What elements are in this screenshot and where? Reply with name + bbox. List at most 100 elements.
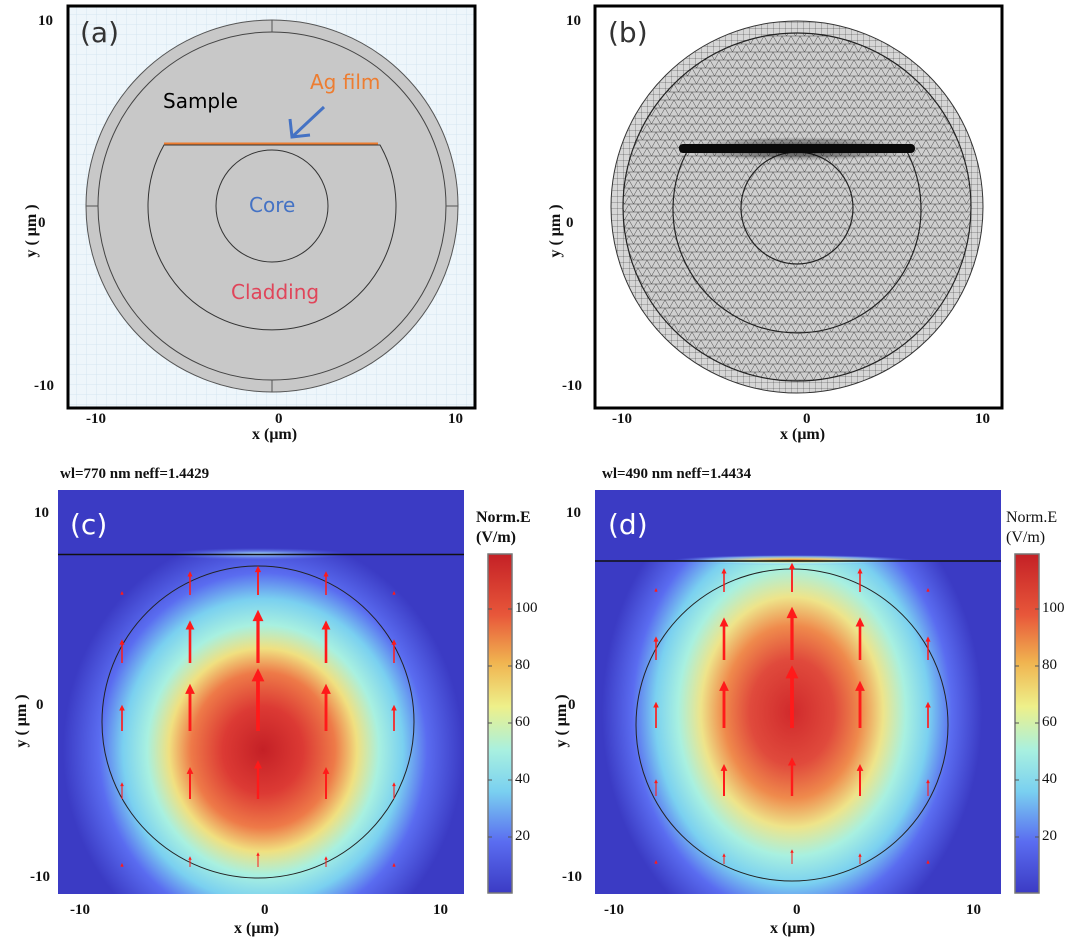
field-arrow: [926, 779, 930, 796]
panel-c-colorbar-tick: 80: [515, 657, 530, 673]
panel-c-xtick: -10: [70, 902, 90, 918]
panel-d-colorbar: [1014, 553, 1040, 894]
field-arrow: [185, 620, 195, 663]
field-arrow: [722, 853, 726, 864]
panel-c-ytick: 10: [34, 505, 49, 521]
field-arrow: [856, 763, 864, 796]
field-arrow: [251, 668, 265, 731]
field-arrow: [254, 565, 262, 595]
panel-a-plot: [66, 4, 477, 410]
field-arrow: [322, 766, 330, 799]
panel-d-colorbar-tick: 40: [1042, 771, 1057, 787]
field-arrow: [925, 636, 931, 660]
panel-b-ytick: 0: [566, 215, 574, 231]
field-arrow: [857, 568, 863, 592]
field-arrow: [391, 639, 397, 663]
field-arrow: [785, 665, 799, 728]
panel-d-xtick: -10: [604, 902, 624, 918]
panel-c-xlabel: x (μm): [234, 920, 280, 937]
panel-c-ytick: -10: [30, 869, 50, 885]
panel-c-colorbar: [487, 553, 513, 894]
panel-d-letter: (d): [608, 508, 648, 541]
panel-d-surface-glow: [673, 555, 913, 565]
panel-d-xtick: 0: [793, 902, 801, 918]
panel-b-plot: [593, 4, 1004, 410]
panel-a-label-sample: Sample: [163, 89, 238, 113]
panel-c-colorbar-unit: (V/m): [476, 529, 516, 546]
panel-b-xtick: 10: [975, 411, 990, 427]
panel-a-label-core: Core: [249, 193, 296, 217]
field-arrow: [719, 680, 729, 728]
field-arrow: [790, 849, 794, 864]
field-arrow: [119, 704, 125, 731]
field-arrow: [324, 856, 328, 867]
panel-b-mesh-cladding: [672, 147, 922, 334]
field-arrow: [654, 779, 658, 796]
panel-d-arrows: [653, 562, 931, 864]
panel-a-core-boundary: [215, 149, 329, 263]
panel-c-field-plot: [58, 490, 464, 894]
panel-c-xtick: 10: [433, 902, 448, 918]
panel-b-ylabel: y ( μm ): [547, 204, 564, 258]
panel-d-ytick: 10: [566, 505, 581, 521]
panel-d-ytick: 0: [568, 697, 576, 713]
field-arrow: [392, 863, 396, 867]
field-arrow: [858, 853, 862, 864]
panel-b-ytick: 10: [566, 13, 581, 29]
panel-a-xtick: 10: [448, 411, 463, 427]
field-arrow: [654, 588, 658, 592]
field-arrow: [120, 782, 124, 799]
panel-b-xtick: -10: [612, 411, 632, 427]
field-arrow: [392, 782, 396, 799]
panel-d-colorbar-unit: (V/m): [1006, 529, 1046, 546]
panel-d-ylabel: y ( μm ): [553, 694, 570, 748]
panel-c-letter: (c): [70, 508, 108, 541]
field-arrow: [188, 856, 192, 867]
panel-b-frame: [593, 4, 1004, 410]
field-arrow: [926, 860, 930, 864]
panel-c-colorbar-tick: 60: [515, 714, 530, 730]
field-arrow: [855, 617, 865, 660]
field-arrow: [321, 683, 331, 731]
field-arrow: [786, 606, 798, 660]
field-arrow: [119, 639, 125, 663]
field-arrow: [653, 636, 659, 660]
panel-c-xtick: 0: [261, 902, 269, 918]
panel-a-ytick: 0: [38, 215, 46, 231]
field-arrow: [721, 568, 727, 592]
field-arrow: [253, 760, 263, 799]
panel-c-ytick: 0: [36, 697, 44, 713]
panel-d-xtick: 10: [966, 902, 981, 918]
panel-c-ylabel: y ( μm ): [13, 694, 30, 748]
panel-a-xtick: 0: [275, 411, 283, 427]
panel-d-xlabel: x (μm): [770, 920, 816, 937]
field-arrow: [855, 680, 865, 728]
panel-c-caption: wl=770 nm neff=1.4429: [60, 466, 210, 482]
panel-a-ylabel: y ( μm ): [23, 204, 40, 258]
field-arrow: [185, 683, 195, 731]
arrow-icon: [288, 105, 326, 139]
field-arrow: [323, 571, 329, 595]
panel-b-mesh-domain: [622, 32, 972, 382]
panel-d-colorbar-title: Norm.E: [1006, 509, 1058, 526]
panel-a-label-cladding: Cladding: [231, 280, 320, 304]
panel-b-letter: (b): [608, 16, 648, 49]
panel-b-xlabel: x (μm): [780, 426, 826, 443]
field-arrow: [391, 704, 397, 731]
panel-a-label-ag-film: Ag film: [310, 70, 381, 94]
panel-d-colorbar-tick: 20: [1042, 828, 1057, 844]
panel-d-colorbar-tick: 80: [1042, 657, 1057, 673]
panel-d-caption: wl=490 nm neff=1.4434: [602, 466, 752, 482]
panel-d-ytick: -10: [562, 869, 582, 885]
field-arrow: [720, 763, 728, 796]
field-arrow: [120, 591, 124, 595]
panel-a-frame: [66, 4, 477, 410]
panel-b-ytick: -10: [562, 378, 582, 394]
field-arrow: [787, 757, 797, 796]
panel-c-arrows: [119, 565, 397, 867]
field-arrow: [653, 701, 659, 728]
field-arrow: [788, 562, 796, 592]
panel-d-colorbar-tick: 60: [1042, 714, 1057, 730]
field-arrow: [926, 588, 930, 592]
panel-b-xtick: 0: [803, 411, 811, 427]
